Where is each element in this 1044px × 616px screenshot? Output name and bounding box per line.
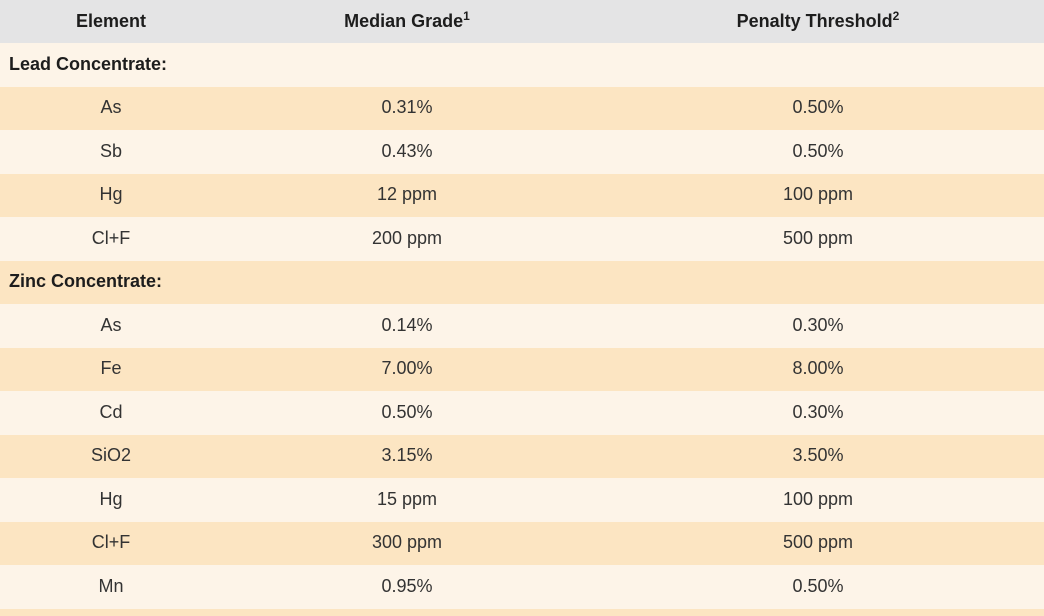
- penalty-threshold-cell: 0.30%: [792, 401, 844, 422]
- penalty-threshold-cell: 8.00%: [792, 358, 844, 379]
- median-grade-cell: 3.15%: [381, 445, 433, 466]
- median-grade-cell: 0.14%: [381, 314, 433, 335]
- element-cell: Fe: [100, 358, 122, 379]
- table-row: Hg 12 ppm 100 ppm: [0, 173, 1044, 217]
- median-grade-cell: 0.95%: [381, 575, 433, 596]
- penalty-threshold-cell: 100 ppm: [782, 488, 854, 509]
- penalty-threshold-cell: 0.50%: [792, 140, 844, 161]
- element-cell: Mn: [98, 575, 124, 596]
- column-header-median-grade-label: Median Grade: [344, 10, 464, 31]
- penalty-threshold-cell: 100 ppm: [782, 184, 854, 205]
- table-row: Sb 0.43% 0.50%: [0, 130, 1044, 174]
- table-row: As 0.31% 0.50%: [0, 86, 1044, 130]
- element-cell: SiO2: [90, 445, 132, 466]
- element-cell: As: [100, 97, 122, 118]
- penalty-threshold-cell: 3.50%: [792, 445, 844, 466]
- penalty-threshold-cell: 0.50%: [792, 575, 844, 596]
- median-grade-cell: 0.31%: [381, 97, 433, 118]
- column-header-penalty-threshold-superscript: 2: [892, 8, 900, 23]
- element-cell: Hg: [99, 184, 123, 205]
- element-cell: Sb: [99, 140, 123, 161]
- section-label: Lead Concentrate:: [9, 53, 168, 74]
- section-row: Lead Concentrate:: [0, 43, 1044, 87]
- median-grade-cell: 0.50%: [381, 401, 433, 422]
- penalty-threshold-cell: 0.30%: [792, 314, 844, 335]
- section-row: Zinc Concentrate:: [0, 260, 1044, 304]
- median-grade-cell: 12 ppm: [376, 184, 438, 205]
- table-row: SiO2 3.15% 3.50%: [0, 434, 1044, 478]
- column-header-median-grade-superscript: 1: [463, 8, 470, 23]
- column-header-penalty-threshold: Penalty Threshold2: [592, 8, 1044, 32]
- element-cell: Cl+F: [91, 532, 131, 553]
- median-grade-cell: 15 ppm: [376, 488, 438, 509]
- element-cell: As: [100, 314, 122, 335]
- table-header-row: Element Median Grade1 Penalty Threshold2: [0, 0, 1044, 43]
- median-grade-cell: 0.43%: [381, 140, 433, 161]
- table-row: Mn 0.95% 0.50%: [0, 565, 1044, 609]
- table-row: Cd 0.50% 0.30%: [0, 391, 1044, 435]
- table-row: Cl+F 300 ppm 500 ppm: [0, 521, 1044, 565]
- table-row: Cl+F 200 ppm 500 ppm: [0, 217, 1044, 261]
- penalty-threshold-cell: 500 ppm: [782, 532, 854, 553]
- column-header-element-label: Element: [75, 10, 147, 31]
- element-cell: Hg: [99, 488, 123, 509]
- column-header-penalty-threshold-label: Penalty Threshold: [736, 10, 893, 31]
- column-header-element: Element: [0, 10, 222, 32]
- penalty-threshold-cell: 0.50%: [792, 97, 844, 118]
- element-cell: Cl+F: [91, 227, 131, 248]
- table-row: Fe 7.00% 8.00%: [0, 347, 1044, 391]
- median-grade-cell: 300 ppm: [371, 532, 443, 553]
- section-label: Zinc Concentrate:: [9, 271, 163, 292]
- table-row: Hg 15 ppm 100 ppm: [0, 478, 1044, 522]
- median-grade-cell: 7.00%: [381, 358, 433, 379]
- table-row: As 0.14% 0.30%: [0, 304, 1044, 348]
- median-grade-cell: 200 ppm: [371, 227, 443, 248]
- partial-next-row: [0, 608, 1044, 616]
- element-cell: Cd: [99, 401, 123, 422]
- penalty-threshold-cell: 500 ppm: [782, 227, 854, 248]
- column-header-median-grade: Median Grade1: [222, 8, 592, 32]
